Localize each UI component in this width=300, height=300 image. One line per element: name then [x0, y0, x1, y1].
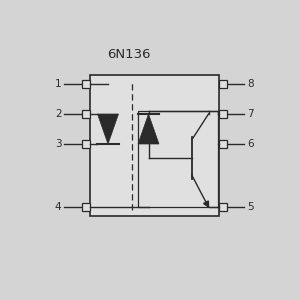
- Polygon shape: [138, 114, 159, 144]
- Bar: [82, 110, 90, 118]
- Text: 6: 6: [248, 139, 254, 149]
- Text: 4: 4: [55, 202, 62, 212]
- Text: 7: 7: [248, 109, 254, 119]
- Bar: [219, 110, 226, 118]
- Bar: [138, 111, 218, 207]
- Bar: [82, 140, 90, 148]
- Text: 6N136: 6N136: [107, 47, 151, 61]
- Text: 1: 1: [55, 79, 62, 89]
- Bar: [82, 80, 90, 88]
- Bar: [82, 203, 90, 211]
- Bar: [90, 75, 219, 216]
- Text: 2: 2: [55, 109, 62, 119]
- Polygon shape: [204, 201, 208, 207]
- Text: 5: 5: [248, 202, 254, 212]
- Text: 3: 3: [55, 139, 62, 149]
- Text: 8: 8: [248, 79, 254, 89]
- Bar: [219, 140, 226, 148]
- Bar: [219, 80, 226, 88]
- Polygon shape: [98, 114, 118, 144]
- Bar: [219, 203, 226, 211]
